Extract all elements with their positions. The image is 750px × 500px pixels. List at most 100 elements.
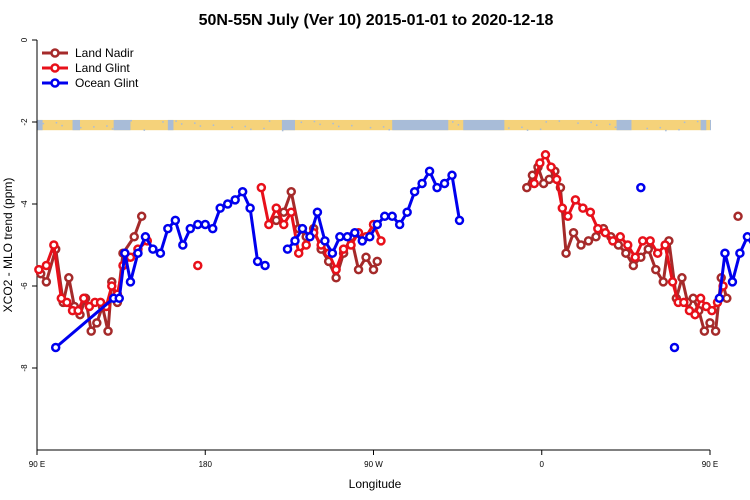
series-1-point-3-27	[707, 305, 717, 316]
land-band-speck-53	[337, 125, 340, 128]
series-2-point-1-3	[305, 232, 315, 242]
series-1-point-3-13	[615, 232, 626, 242]
series-0-point-2-28	[705, 318, 715, 328]
land-band-speck-10	[55, 122, 58, 124]
land-band-speck-58	[683, 121, 686, 124]
series-0-point-2-20	[658, 277, 669, 287]
x-tick-label-1: 180	[199, 460, 213, 469]
series-0-point-2-23	[677, 273, 687, 283]
series-0-point-1-0	[271, 215, 282, 226]
series-2-point-0-4	[125, 277, 136, 287]
series-1-point-3-9	[585, 207, 596, 217]
land-band-ocean-8	[700, 119, 707, 131]
series-0-point-3-0	[733, 211, 743, 222]
series-1-point-3-17	[645, 236, 655, 246]
series-2-point-0-2	[114, 293, 125, 304]
series-0-point-2-7	[561, 248, 571, 258]
series-0-point-2-19	[651, 264, 661, 275]
series-2-point-0-11	[178, 240, 188, 250]
series-0-point-2-16	[628, 260, 639, 271]
series-0-point-1-14	[372, 256, 382, 267]
land-band-speck-1	[106, 125, 108, 127]
series-1-point-2-10	[331, 264, 341, 275]
x-axis-label: Longitude	[349, 477, 402, 491]
series-0-point-2-8	[568, 227, 579, 238]
land-band-speck-26	[489, 125, 491, 127]
land-band-speck-2	[175, 120, 177, 122]
land-band-speck-40	[111, 128, 114, 130]
series-2-point-0-12	[185, 223, 196, 234]
series-1-point-2-2	[271, 203, 282, 213]
series-0	[35, 162, 743, 336]
series-2-point-1-19	[424, 166, 435, 176]
series-2-point-0-14	[200, 219, 210, 230]
series-0-point-1-1	[279, 207, 289, 217]
series-2-point-1-6	[327, 248, 338, 258]
series-2	[50, 166, 750, 353]
land-band-ocean-7	[616, 119, 632, 131]
series-0-point-2-10	[583, 236, 594, 246]
series-2-point-1-9	[350, 227, 360, 238]
land-band-speck-5	[382, 126, 385, 128]
land-band-speck-48	[665, 129, 667, 132]
land-band-ocean-3	[167, 119, 174, 131]
series-0-point-0-8	[86, 326, 96, 336]
land-band-speck-42	[250, 128, 252, 131]
land-band-speck-4	[313, 120, 316, 123]
series-1-point-2-16	[376, 236, 386, 246]
series-0-point-2-9	[576, 240, 586, 250]
series-2-point-1-23	[454, 215, 465, 226]
x-tick-label-2: 90 W	[364, 460, 383, 469]
land-band-speck-21	[143, 129, 146, 131]
series-2-point-1-7	[335, 232, 345, 242]
land-band-speck-0	[37, 119, 39, 122]
series-0-point-0-16	[136, 211, 147, 222]
series-2-point-1-5	[320, 236, 330, 246]
series-2-point-1-10	[357, 236, 368, 246]
land-band-speck-9	[659, 126, 662, 129]
series-2-point-0-8	[155, 248, 166, 258]
land-band-speck-38	[646, 127, 648, 130]
series-2-point-1-11	[365, 232, 375, 242]
series-2-point-1-20	[432, 182, 442, 193]
land-band-speck-32	[231, 126, 233, 129]
y-tick-label-0: 0	[20, 37, 29, 42]
series-0-point-1-8	[331, 273, 341, 283]
land-band-ocean-4	[281, 119, 295, 131]
series-1-point-3-5	[557, 203, 568, 213]
series-2-point-1-0	[282, 244, 293, 254]
series-0-point-1-13	[368, 264, 379, 275]
land-band-speck-47	[595, 124, 598, 126]
series-1-point-3-0	[529, 178, 540, 189]
series-1-point-2-4	[286, 207, 296, 217]
series-2-line-4	[717, 235, 750, 299]
series-1-point-3-16	[637, 236, 648, 246]
series-2-point-1-8	[342, 232, 353, 242]
series-1-point-2-3	[279, 219, 289, 230]
legend-label-1: Land Glint	[75, 61, 130, 75]
series-1-point-3-1	[535, 158, 545, 168]
series-2-point-1-16	[402, 207, 412, 217]
series-2-point-0-3	[120, 248, 130, 258]
land-band-speck-50	[130, 119, 132, 122]
y-axis-ticks: 0 -2 -4 -6 -8	[20, 37, 37, 372]
x-tick-label-3: 0	[540, 460, 545, 469]
land-band-ocean-1	[72, 119, 80, 131]
land-band-speck-7	[521, 126, 523, 129]
land-band-land	[37, 119, 710, 131]
land-band-speck-15	[401, 128, 404, 130]
y-tick-label-2: -4	[20, 200, 29, 208]
series-2-point-0-15	[207, 223, 218, 234]
legend-label-2: Ocean Glint	[75, 76, 139, 90]
land-band-ocean-6	[463, 119, 505, 131]
series-1-point-2-0	[256, 182, 267, 193]
land-band-speck-39	[42, 122, 45, 125]
series-2-point-1-4	[312, 207, 323, 217]
series-2-point-1-12	[372, 219, 382, 230]
series-2-point-0-6	[140, 232, 151, 242]
series-0-point-1-2	[286, 186, 296, 197]
land-band-speck-51	[199, 125, 202, 127]
land-band-ocean-9	[710, 119, 711, 131]
series-1-point-0-7	[78, 293, 89, 304]
